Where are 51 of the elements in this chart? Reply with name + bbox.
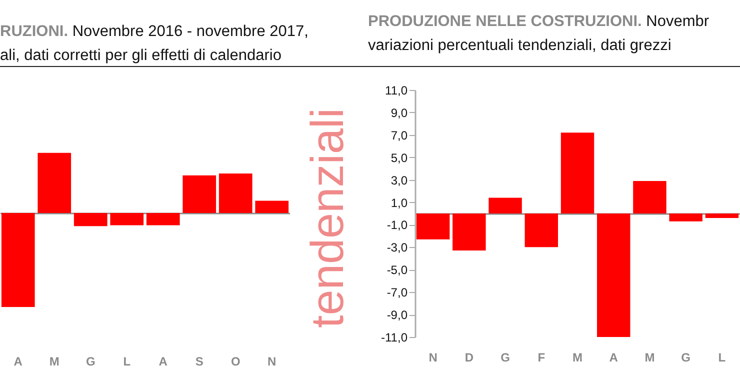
x-tick-label: M <box>572 350 582 364</box>
chart-title: RUZIONI. Novembre 2016 - novembre 2017, <box>0 23 308 40</box>
y-tick-label: -3,0 <box>386 240 408 255</box>
bar <box>38 152 72 213</box>
y-tick-label: 7,0 <box>390 128 408 142</box>
bar <box>597 214 630 337</box>
bar <box>1 213 35 307</box>
bar <box>524 214 558 248</box>
x-tick-label: N <box>268 354 276 368</box>
y-tick-label: -11,0 <box>381 330 408 344</box>
x-tick-label: L <box>718 350 726 364</box>
y-tick-label: 3,0 <box>390 173 408 188</box>
x-tick-label: A <box>14 354 23 368</box>
y-tick-label: -1,0 <box>386 218 408 232</box>
bar <box>146 213 180 226</box>
text: tendenziali <box>300 108 354 328</box>
bar <box>560 132 594 214</box>
bar <box>488 198 522 214</box>
bar <box>416 214 450 240</box>
y-tick-label: -7,0 <box>386 286 408 300</box>
x-tick-label: M <box>644 350 655 364</box>
chart-title: PRODUZIONE NELLE COSTRUZIONI. Novembr <box>368 13 710 30</box>
x-tick-label: M <box>49 354 60 368</box>
y-tick-label: -9,0 <box>386 308 408 322</box>
x-tick-label: D <box>464 350 474 364</box>
bar <box>74 213 108 226</box>
bar <box>255 200 289 213</box>
x-tick-label: S <box>195 354 204 368</box>
x-tick-label: L <box>123 354 131 368</box>
bar <box>633 180 666 214</box>
y-tick-label: 1,0 <box>390 196 408 210</box>
x-tick-label: O <box>230 354 240 368</box>
x-tick-label: A <box>158 354 168 368</box>
bar <box>705 214 739 218</box>
x-tick-label: A <box>609 350 618 364</box>
y-tick-label: 5,0 <box>390 150 408 165</box>
bar <box>452 214 486 251</box>
chart-subtitle: variazioni percentuali tendenziali, dati grezzi <box>368 37 672 54</box>
bar <box>669 214 702 222</box>
y-tick-label: 11,0 <box>385 84 408 98</box>
x-tick-label: G <box>681 350 691 364</box>
y-tick-label: -5,0 <box>386 263 408 278</box>
x-tick-label: N <box>428 350 438 364</box>
chart-subtitle: ali, dati corretti per gli effetti di calendario <box>0 47 282 64</box>
bar <box>218 174 252 213</box>
bar <box>110 213 144 226</box>
y-tick-label: 9,0 <box>390 106 408 120</box>
x-tick-label: G <box>500 350 510 364</box>
x-tick-label: F <box>538 350 546 364</box>
bar <box>182 175 216 213</box>
x-tick-label: G <box>86 354 96 368</box>
